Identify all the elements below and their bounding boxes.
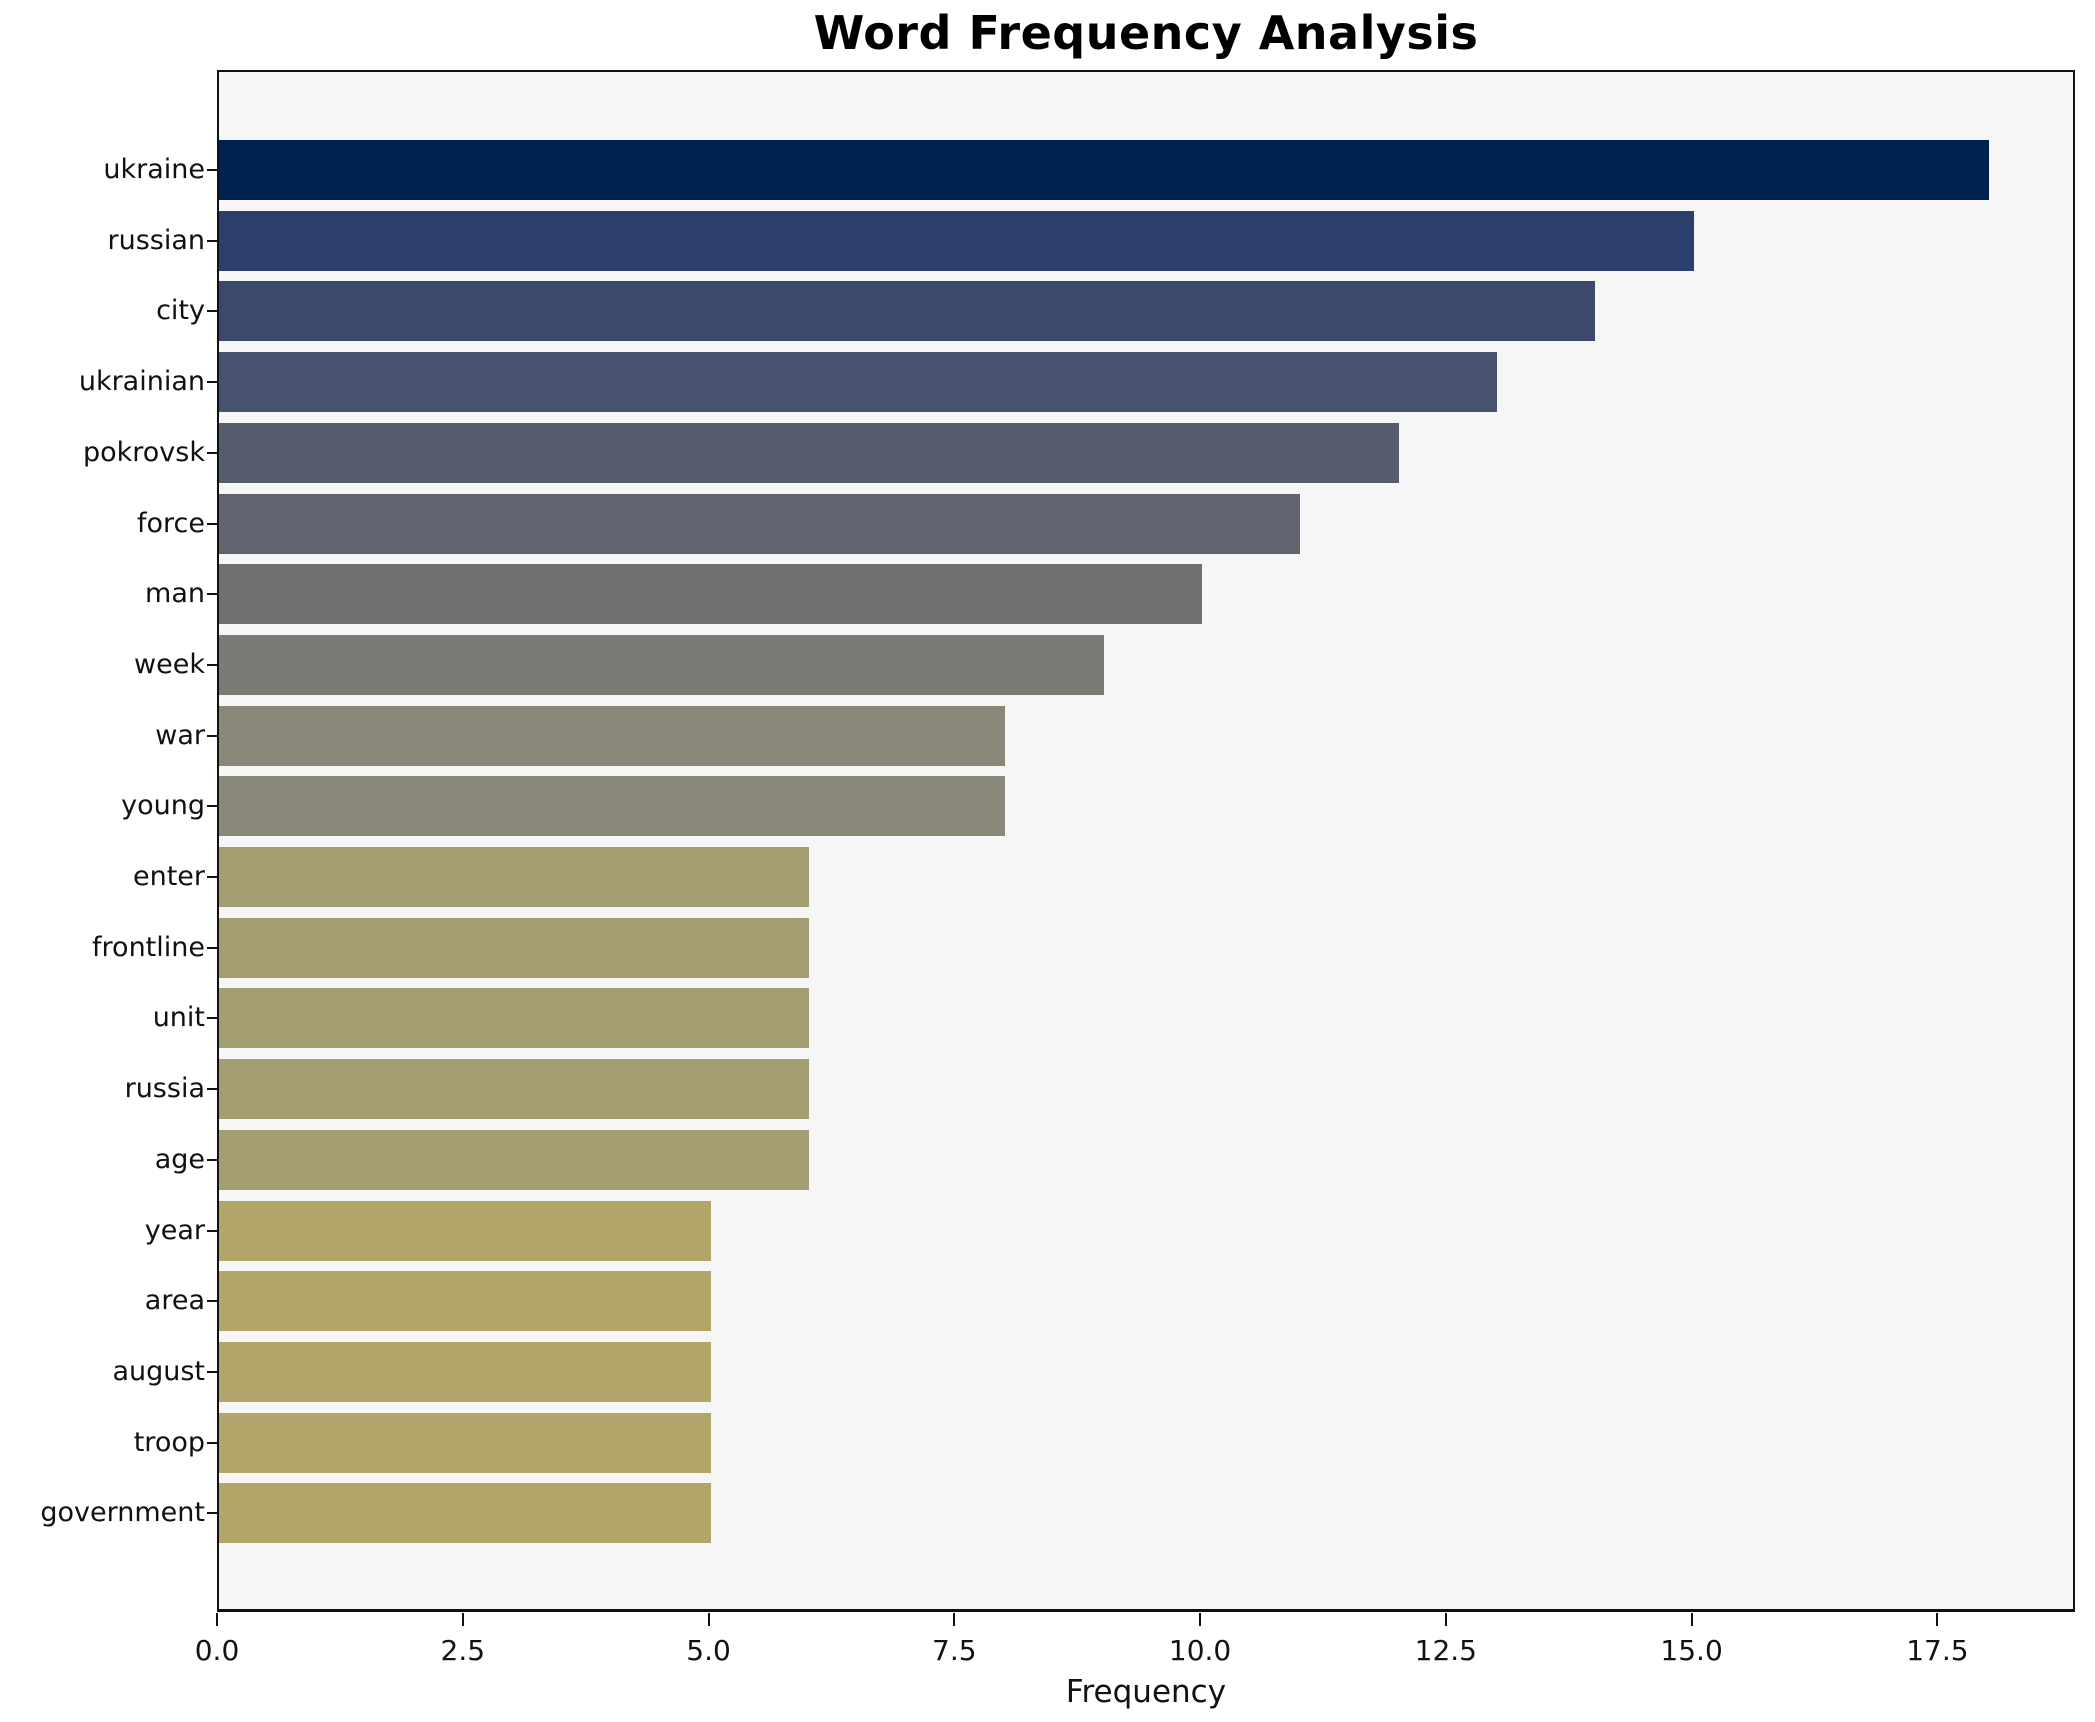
y-tick-mark bbox=[207, 663, 217, 666]
y-tick-mark bbox=[207, 169, 217, 171]
x-tick-label: 5.0 bbox=[686, 1634, 731, 1667]
x-tick-label: 10.0 bbox=[1168, 1634, 1232, 1667]
y-tick-mark bbox=[207, 451, 217, 454]
y-tick-mark bbox=[207, 946, 217, 949]
bar-russian bbox=[219, 210, 1694, 271]
y-tick-mark bbox=[207, 310, 217, 313]
x-axis-title: Frequency bbox=[1065, 1674, 1227, 1710]
y-tick-label: city bbox=[156, 295, 205, 327]
y-tick-label: ukrainian bbox=[78, 366, 205, 398]
y-tick-mark bbox=[207, 1512, 217, 1515]
y-tick-mark bbox=[207, 1088, 217, 1091]
y-tick-mark bbox=[207, 381, 217, 384]
y-tick-label: government bbox=[40, 1497, 205, 1529]
y-tick-label: russian bbox=[107, 224, 205, 256]
bar-ukraine bbox=[219, 140, 1989, 200]
y-tick-label: pokrovsk bbox=[82, 436, 205, 468]
bar-russia bbox=[219, 1059, 809, 1120]
bar-week bbox=[219, 634, 1104, 695]
bar-ukrainian bbox=[219, 352, 1497, 413]
y-tick-mark bbox=[207, 593, 217, 596]
bar-government bbox=[219, 1483, 711, 1544]
bar-age bbox=[219, 1129, 809, 1190]
bar-city bbox=[219, 281, 1595, 342]
y-tick-mark bbox=[207, 1017, 217, 1020]
y-tick-mark bbox=[207, 239, 217, 242]
y-tick-mark bbox=[207, 1370, 217, 1373]
bar-war bbox=[219, 705, 1005, 766]
y-tick-label: year bbox=[144, 1214, 205, 1246]
bar-man bbox=[219, 564, 1202, 625]
y-tick-label: august bbox=[112, 1355, 205, 1387]
x-tick-mark bbox=[1936, 1613, 1939, 1626]
x-tick-mark bbox=[461, 1613, 464, 1626]
x-tick-label: 12.5 bbox=[1414, 1634, 1477, 1667]
y-tick-mark bbox=[207, 1441, 217, 1444]
plot-area bbox=[217, 70, 2075, 1612]
y-tick-mark bbox=[207, 876, 217, 878]
bar-frontline bbox=[219, 917, 809, 978]
x-tick-label: 2.5 bbox=[440, 1634, 486, 1667]
y-tick-label: area bbox=[144, 1285, 205, 1317]
bar-enter bbox=[219, 847, 809, 907]
bar-force bbox=[219, 493, 1300, 554]
bar-pokrovsk bbox=[219, 422, 1399, 483]
y-tick-mark bbox=[207, 734, 217, 737]
y-tick-label: frontline bbox=[92, 931, 205, 963]
x-tick-label: 0.0 bbox=[194, 1634, 240, 1667]
x-tick-mark bbox=[707, 1613, 710, 1626]
y-tick-mark bbox=[207, 1229, 217, 1232]
x-tick-label: 7.5 bbox=[932, 1634, 977, 1667]
x-tick-mark bbox=[953, 1613, 956, 1626]
bar-troop bbox=[219, 1412, 711, 1473]
y-tick-label: week bbox=[134, 648, 205, 680]
y-tick-mark bbox=[207, 1158, 217, 1161]
bar-august bbox=[219, 1341, 711, 1402]
chart-title: Word Frequency Analysis bbox=[813, 6, 1479, 60]
y-tick-mark bbox=[207, 1300, 217, 1303]
x-tick-label: 15.0 bbox=[1660, 1634, 1723, 1667]
y-tick-label: war bbox=[155, 719, 205, 751]
y-tick-label: enter bbox=[132, 861, 205, 892]
y-tick-label: ukraine bbox=[103, 154, 205, 185]
y-tick-label: man bbox=[145, 578, 205, 610]
x-tick-mark bbox=[1199, 1613, 1202, 1626]
bar-area bbox=[219, 1271, 711, 1332]
y-tick-label: age bbox=[154, 1143, 205, 1175]
y-tick-mark bbox=[207, 805, 217, 808]
x-tick-mark bbox=[216, 1613, 218, 1626]
y-tick-label: force bbox=[137, 507, 205, 539]
y-tick-mark bbox=[207, 522, 217, 525]
y-tick-label: unit bbox=[152, 1002, 205, 1034]
bar-year bbox=[219, 1200, 711, 1261]
bar-young bbox=[219, 776, 1005, 837]
y-tick-label: troop bbox=[133, 1426, 205, 1458]
x-tick-mark bbox=[1690, 1613, 1693, 1626]
x-tick-label: 17.5 bbox=[1906, 1634, 1969, 1667]
x-tick-mark bbox=[1444, 1613, 1447, 1626]
y-tick-label: young bbox=[121, 790, 205, 822]
y-tick-label: russia bbox=[124, 1073, 205, 1105]
bar-unit bbox=[219, 988, 809, 1049]
